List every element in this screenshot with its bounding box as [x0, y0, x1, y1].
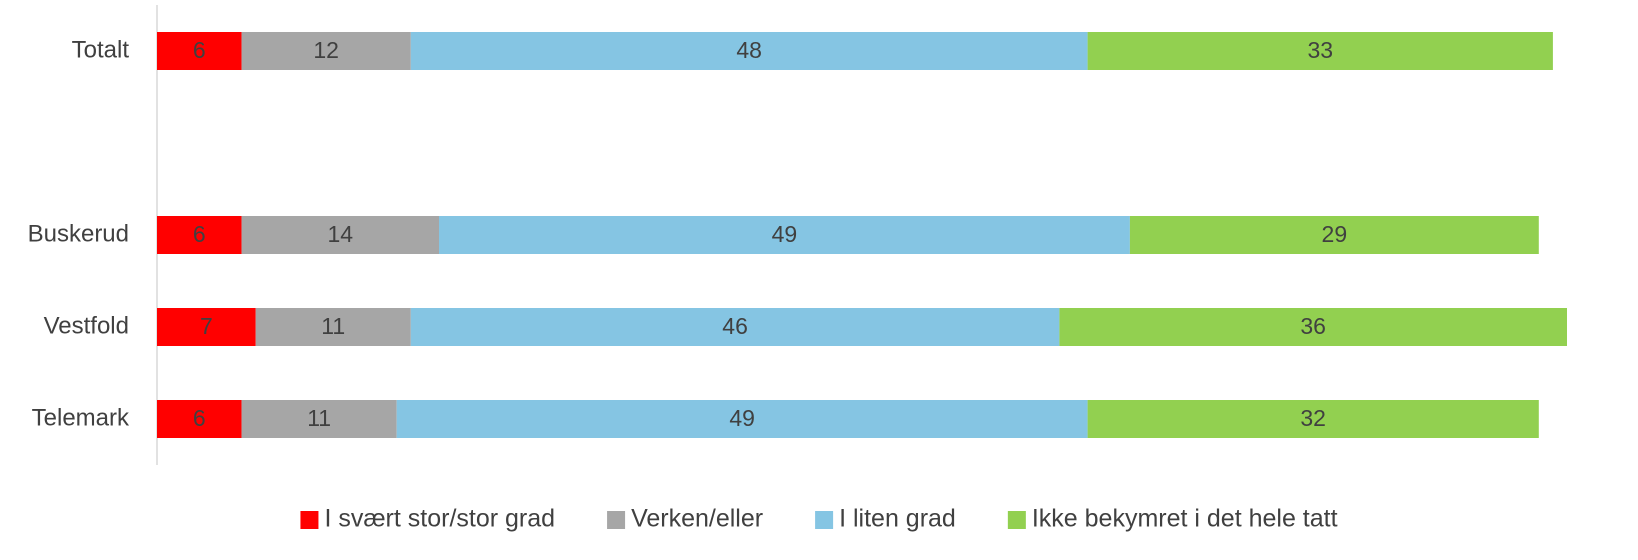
- bar-segment: [157, 32, 242, 70]
- bar-segment: [241, 32, 411, 70]
- bar-segment: [157, 216, 242, 254]
- data-label: 46: [722, 313, 748, 339]
- data-label: 11: [321, 313, 345, 339]
- bar-segment: [157, 400, 242, 438]
- bar-segment: [241, 400, 397, 438]
- data-label: 48: [736, 37, 762, 63]
- data-label: 6: [193, 221, 206, 247]
- data-label: 11: [307, 405, 331, 431]
- y-tick-label: Buskerud: [28, 220, 129, 247]
- bar-segment: [410, 308, 1060, 346]
- legend-swatch: [815, 511, 834, 529]
- data-label: 6: [193, 405, 206, 431]
- bar-segment: [255, 308, 411, 346]
- legend-label: Verken/eller: [631, 505, 763, 533]
- bar-segment: [1059, 308, 1567, 346]
- legend-swatch: [300, 511, 319, 529]
- bar-segment: [1087, 32, 1553, 70]
- data-label: 33: [1307, 37, 1333, 63]
- legend-label: Ikke bekymret i det hele tatt: [1032, 505, 1338, 533]
- data-label: 7: [200, 313, 213, 339]
- legend-label: I liten grad: [839, 505, 956, 533]
- bar-segment: [1129, 216, 1539, 254]
- bar-segment: [439, 216, 1130, 254]
- y-tick-label: Totalt: [72, 36, 130, 63]
- data-label: 6: [193, 37, 206, 63]
- y-tick-label: Telemark: [32, 404, 130, 431]
- data-label: 12: [313, 37, 339, 63]
- legend-label: I svært stor/stor grad: [324, 505, 555, 533]
- bar-segment: [157, 308, 256, 346]
- data-label: 32: [1300, 405, 1326, 431]
- data-label: 49: [729, 405, 755, 431]
- data-label: 49: [772, 221, 798, 247]
- legend-swatch: [1007, 511, 1026, 529]
- bar-segment: [241, 216, 439, 254]
- bar-segment: [1087, 400, 1539, 438]
- bar-segment: [396, 400, 1088, 438]
- data-label: 29: [1322, 221, 1348, 247]
- legend-swatch: [607, 511, 626, 529]
- data-label: 36: [1300, 313, 1326, 339]
- bar-segment: [410, 32, 1088, 70]
- y-tick-label: Vestfold: [44, 312, 129, 339]
- data-label: 14: [328, 221, 354, 247]
